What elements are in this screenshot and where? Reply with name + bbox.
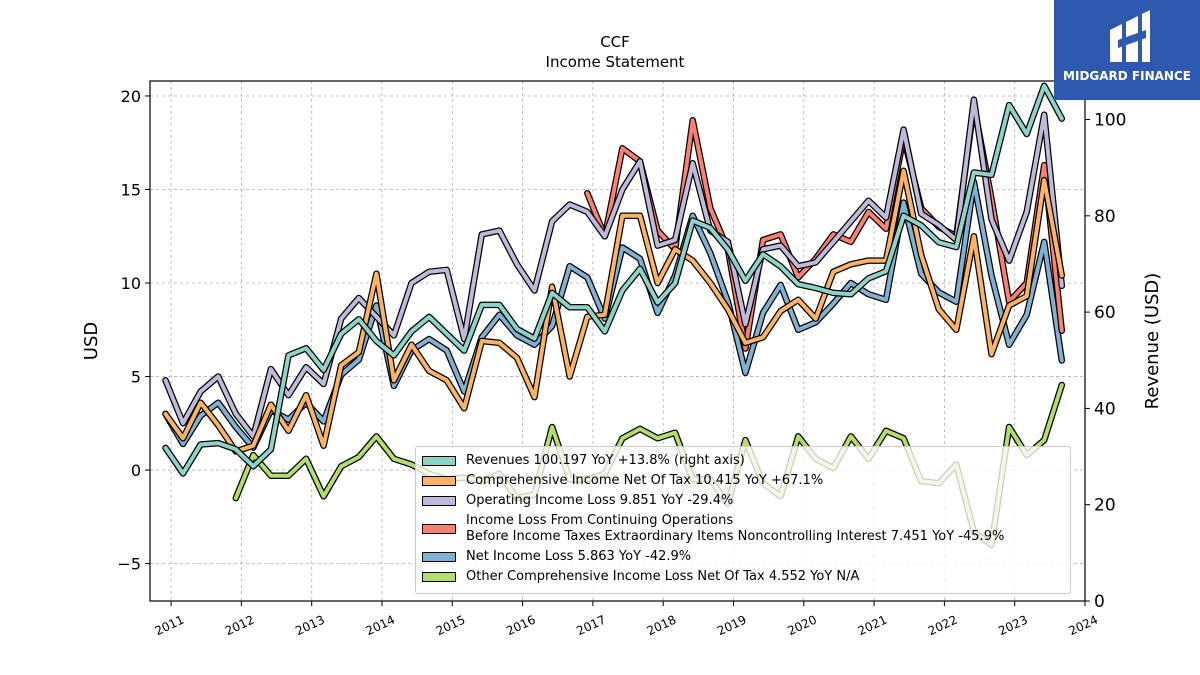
left-tick-label: 15 xyxy=(121,180,141,199)
left-tick-label: −5 xyxy=(117,555,141,574)
x-tick-label: 2013 xyxy=(293,613,327,639)
series-line-comprehensive-income-net-of-tax xyxy=(163,168,1064,454)
legend-swatch xyxy=(422,572,456,582)
legend-item: Operating Income Loss 9.851 YoY -29.4% xyxy=(422,491,1064,511)
left-axis-label: USD xyxy=(81,322,102,360)
series-line-revenues xyxy=(163,83,1064,476)
x-tick-label: 2011 xyxy=(153,613,187,639)
right-axis-ticks: 0 20 40 60 80 100 xyxy=(1085,111,1126,612)
series-line-operating-income-loss xyxy=(163,97,1064,439)
right-tick-label: 100 xyxy=(1094,111,1126,131)
right-tick-label: 0 xyxy=(1094,592,1105,612)
legend-swatch xyxy=(422,496,456,506)
left-tick-label: 5 xyxy=(131,368,141,387)
legend-swatch xyxy=(422,552,456,562)
left-tick-label: 20 xyxy=(121,87,141,106)
chart-subtitle: Income Statement xyxy=(546,53,685,71)
right-tick-label: 40 xyxy=(1094,399,1116,419)
legend-label: Income Loss From Continuing Operations B… xyxy=(466,513,1005,544)
legend-swatch xyxy=(422,476,456,486)
plot-frame xyxy=(149,80,1086,602)
legend-label: Other Comprehensive Income Loss Net Of T… xyxy=(466,569,860,584)
brand-logo: MIDGARD FINANCE xyxy=(1054,0,1200,100)
legend-label: Revenues 100.197 YoY +13.8% (right axis) xyxy=(466,453,745,468)
x-tick-label: 2022 xyxy=(926,613,960,639)
left-tick-label: 0 xyxy=(131,461,141,480)
legend-swatch xyxy=(422,456,456,466)
series-lines xyxy=(162,82,1066,549)
legend-item: Other Comprehensive Income Loss Net Of T… xyxy=(422,567,1064,587)
x-tick-label: 2015 xyxy=(434,613,468,639)
left-tick-label: 10 xyxy=(121,274,141,293)
legend-item: Income Loss From Continuing Operations B… xyxy=(422,511,1064,547)
x-tick-label: 2019 xyxy=(715,613,749,639)
right-tick-label: 80 xyxy=(1094,207,1116,227)
chart-legend: Revenues 100.197 YoY +13.8% (right axis)… xyxy=(415,446,1071,594)
x-tick-label: 2012 xyxy=(223,613,257,639)
legend-item: Net Income Loss 5.863 YoY -42.9% xyxy=(422,547,1064,567)
left-axis-ticks: −5 0 5 10 15 20 xyxy=(117,87,150,574)
right-tick-label: 60 xyxy=(1094,303,1116,323)
right-axis-label: Revenue (USD) xyxy=(1142,273,1163,410)
x-tick-label: 2014 xyxy=(364,613,398,639)
x-tick-label: 2016 xyxy=(504,613,538,639)
chart-title: CCF xyxy=(600,33,630,51)
legend-item: Comprehensive Income Net Of Tax 10.415 Y… xyxy=(422,471,1064,491)
x-tick-label: 2017 xyxy=(574,613,608,639)
legend-label: Net Income Loss 5.863 YoY -42.9% xyxy=(466,549,692,564)
x-tick-label: 2023 xyxy=(996,613,1030,639)
x-axis-ticks: 2011 2012 2013 2014 2015 2016 2017 2018 2019 2020… xyxy=(153,601,1101,639)
x-tick-label: 2020 xyxy=(785,613,819,639)
legend-item: Revenues 100.197 YoY +13.8% (right axis) xyxy=(422,451,1064,471)
legend-swatch xyxy=(422,524,456,534)
x-tick-label: 2018 xyxy=(645,613,679,639)
right-tick-label: 20 xyxy=(1094,496,1116,516)
brand-name: MIDGARD FINANCE xyxy=(1063,69,1191,83)
x-tick-label: 2021 xyxy=(856,613,890,639)
brand-mark-icon xyxy=(1110,10,1150,62)
legend-label: Operating Income Loss 9.851 YoY -29.4% xyxy=(466,493,734,508)
x-tick-label: 2024 xyxy=(1067,613,1101,639)
legend-label: Comprehensive Income Net Of Tax 10.415 Y… xyxy=(466,473,824,488)
